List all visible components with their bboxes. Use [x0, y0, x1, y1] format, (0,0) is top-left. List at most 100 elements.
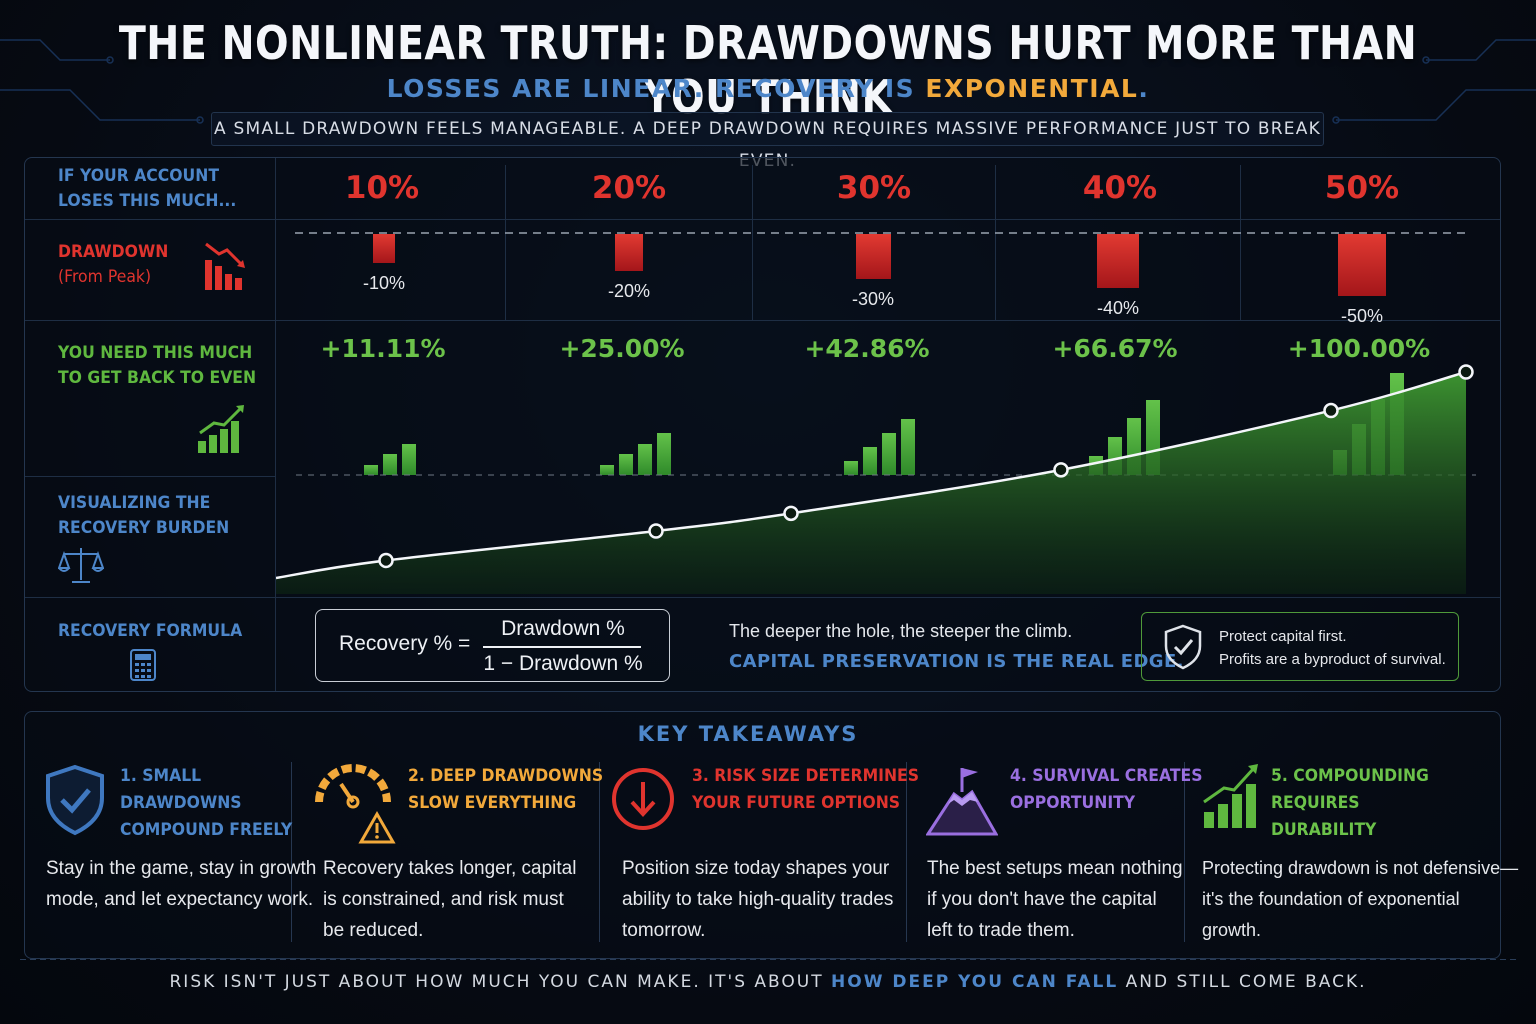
takeaway-divider [291, 762, 292, 942]
takeaway-divider [906, 762, 907, 942]
subtitle-text: LOSSES ARE LINEAR. RECOVERY IS [386, 74, 926, 103]
takeaway-4-body: The best setups mean nothing if you don'… [927, 853, 1183, 946]
formula-denominator: 1 − Drawdown % [483, 652, 643, 675]
takeaway-1-head-line: DRAWDOWNS [120, 793, 242, 813]
takeaway-2-body-line: Recovery takes longer, capital [323, 858, 577, 879]
takeaway-1-heading: 1. SMALL DRAWDOWNS COMPOUND FREELY [120, 763, 292, 844]
formula-fraction-bar [483, 646, 641, 648]
takeaway-4-body-line: The best setups mean nothing [927, 858, 1183, 879]
recovery-mini-bar [881, 432, 896, 475]
takeaway-2-head-line: 2. DEEP DRAWDOWNS [408, 766, 604, 786]
takeaway-4-body-line: left to trade them. [927, 920, 1075, 941]
recovery-label-50: +100.00% [1287, 334, 1431, 363]
gauge-warning-icon [315, 764, 396, 844]
page-title: THE NONLINEAR TRUTH: DRAWDOWNS HURT MORE… [118, 16, 1418, 124]
curve-point [1458, 364, 1474, 380]
footer-statement: RISK ISN'T JUST ABOUT HOW MUCH YOU CAN M… [0, 972, 1536, 992]
visual-row-label: VISUALIZING THE RECOVERY BURDEN [58, 491, 229, 541]
column-header-20: 20% [591, 170, 667, 206]
drawdown-bar [1097, 234, 1139, 288]
recovery-mini-bar [364, 464, 378, 475]
curve-point [1053, 462, 1069, 478]
drawdown-label: DRAWDOWN [58, 242, 169, 262]
column-divider [1240, 165, 1241, 320]
takeaway-4-head-line: 4. SURVIVAL CREATES [1010, 766, 1203, 786]
curve-point [378, 552, 394, 569]
balance-scale-icon [58, 548, 104, 583]
takeaways-panel [24, 711, 1501, 959]
formula-note: The deeper the hole, the steeper the cli… [729, 621, 1073, 641]
formula-numerator: Drawdown % [501, 617, 625, 640]
recovery-mini-bar [900, 418, 915, 475]
recovery-mini-bar [402, 444, 416, 475]
row-divider [25, 219, 1500, 220]
row-divider [25, 597, 1500, 598]
takeaway-divider [1184, 762, 1185, 942]
takeaway-1-body-line: mode, and let expectancy work. [46, 889, 314, 910]
recovery-mini-bar [383, 454, 397, 475]
drawdown-row-label: DRAWDOWN (From Peak) [58, 240, 168, 290]
column-divider [995, 165, 996, 320]
recovery-label-40: +66.67% [1052, 334, 1178, 363]
recovery-line [276, 370, 1467, 580]
takeaway-5-head-line: 5. COMPOUNDING REQUIRES [1271, 766, 1429, 813]
takeaway-2-head-line: SLOW EVERYTHING [408, 793, 577, 813]
footer-text: RISK ISN'T JUST ABOUT HOW MUCH YOU CAN M… [169, 972, 832, 992]
curve-point [783, 505, 799, 522]
column-header-40: 40% [1082, 170, 1158, 206]
takeaway-5-body: Protecting drawdown is not defensive— it… [1202, 853, 1518, 946]
takeaway-3-heading: 3. RISK SIZE DETERMINES YOUR FUTURE OPTI… [692, 763, 919, 817]
shield-check-icon [1164, 624, 1202, 670]
loss-label-line1: IF YOUR ACCOUNT [58, 166, 220, 186]
takeaway-1-body: Stay in the game, stay in growth mode, a… [46, 853, 316, 915]
footer-highlight: HOW DEEP YOU CAN FALL [831, 972, 1119, 992]
takeaway-3-body-line: Position size today shapes your [622, 858, 890, 879]
declining-bars-icon [205, 242, 245, 290]
circuit-decoration [0, 39, 1536, 124]
drawdown-bar [855, 234, 891, 280]
visual-label-line2: RECOVERY BURDEN [58, 518, 230, 538]
formula-emphasis: CAPITAL PRESERVATION IS THE REAL EDGE. [729, 651, 1184, 672]
need-row-label: YOU NEED THIS MUCH TO GET BACK TO EVEN [58, 341, 256, 391]
need-label-line2: TO GET BACK TO EVEN [58, 368, 257, 388]
takeaway-5-head-line: DURABILITY [1271, 820, 1377, 840]
subtitle-highlight: EXPONENTIAL [925, 74, 1139, 103]
takeaway-5-body-line: growth. [1202, 920, 1262, 940]
label-column-divider [275, 158, 276, 691]
down-arrow-circle-icon [612, 768, 674, 830]
takeaway-4-head-line: OPPORTUNITY [1010, 793, 1136, 813]
takeaway-3-head-line: YOUR FUTURE OPTIONS [692, 793, 901, 813]
recovery-mini-bar [656, 433, 671, 475]
row-divider [25, 320, 1500, 321]
takeaway-3-body-line: ability to take high-quality trades [622, 889, 894, 910]
column-header-50: 50% [1324, 170, 1400, 206]
recovery-mini-bar [637, 443, 652, 475]
takeaway-1-body-line: Stay in the game, stay in growth [46, 858, 317, 879]
drawdown-value-label: -20% [607, 281, 651, 302]
growth-bars-icon [1203, 764, 1258, 828]
recovery-label-10: +11.11% [320, 334, 446, 363]
rising-bars-icon [198, 405, 244, 453]
curve-point [648, 523, 664, 539]
need-label-line1: YOU NEED THIS MUCH [58, 343, 253, 363]
takeaway-4-heading: 4. SURVIVAL CREATES OPPORTUNITY [1010, 763, 1202, 817]
takeaway-2-heading: 2. DEEP DRAWDOWNS SLOW EVERYTHING [408, 763, 603, 817]
loss-label-line2: LOSES THIS MUCH... [58, 191, 237, 211]
takeaway-1-head-line: 1. SMALL [120, 766, 202, 786]
takeaway-2-body: Recovery takes longer, capital is constr… [323, 853, 576, 946]
page-subtitle: LOSSES ARE LINEAR. RECOVERY IS EXPONENTI… [0, 74, 1536, 103]
row-divider [25, 476, 275, 477]
drawdown-sublabel: (From Peak) [58, 267, 152, 287]
recovery-table-panel [24, 157, 1501, 692]
takeaway-1-head-line: COMPOUND FREELY [120, 820, 293, 840]
drawdown-value-label: -30% [851, 289, 895, 310]
column-divider [505, 165, 506, 320]
takeaway-5-heading: 5. COMPOUNDING REQUIRES DURABILITY [1271, 763, 1515, 844]
drawdown-value-label: -50% [1340, 305, 1384, 326]
formula-row-label: RECOVERY FORMULA [58, 621, 243, 641]
takeaway-2-body-line: be reduced. [323, 920, 424, 941]
drawdown-bar [614, 234, 644, 272]
drawdown-bar [373, 234, 395, 263]
shield-check-icon [46, 764, 104, 836]
visual-label-line1: VISUALIZING THE [58, 493, 211, 513]
